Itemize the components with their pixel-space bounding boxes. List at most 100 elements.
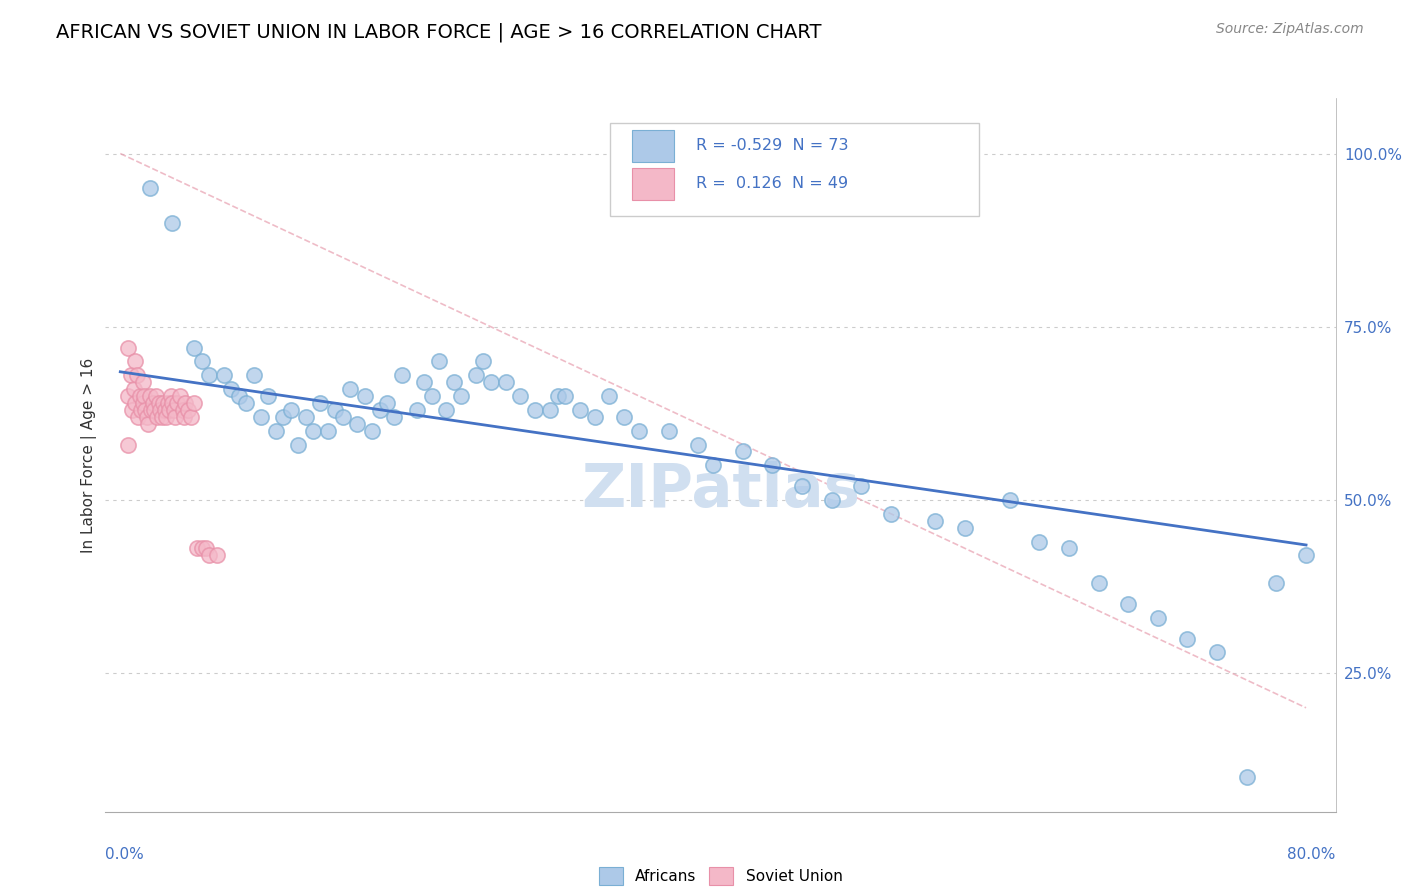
Point <box>125 368 148 383</box>
Point <box>122 382 145 396</box>
Text: 0.0%: 0.0% <box>105 847 145 863</box>
Point <box>613 409 636 424</box>
Point <box>160 396 183 410</box>
Point <box>205 549 228 563</box>
Point <box>427 354 450 368</box>
Point <box>495 375 517 389</box>
Point <box>420 389 443 403</box>
Point <box>191 354 214 368</box>
Point <box>339 382 361 396</box>
Point <box>479 375 502 389</box>
Text: Source: ZipAtlas.com: Source: ZipAtlas.com <box>1216 22 1364 37</box>
Text: AFRICAN VS SOVIET UNION IN LABOR FORCE | AGE > 16 CORRELATION CHART: AFRICAN VS SOVIET UNION IN LABOR FORCE |… <box>56 22 821 42</box>
Point <box>1206 645 1229 659</box>
Y-axis label: In Labor Force | Age > 16: In Labor Force | Age > 16 <box>82 358 97 552</box>
Point <box>132 389 155 403</box>
Point <box>127 409 149 424</box>
Point <box>139 181 162 195</box>
Point <box>465 368 488 383</box>
Point <box>235 396 257 410</box>
Point <box>141 403 163 417</box>
Point <box>117 389 139 403</box>
Point <box>1236 770 1258 784</box>
Point <box>302 424 325 438</box>
Point <box>294 409 316 424</box>
Point <box>264 424 287 438</box>
FancyBboxPatch shape <box>633 130 673 162</box>
Point <box>242 368 264 383</box>
Point <box>174 396 197 410</box>
Point <box>790 479 813 493</box>
Text: ZIPatlas: ZIPatlas <box>581 461 860 520</box>
Point <box>155 409 177 424</box>
Point <box>257 389 280 403</box>
Point <box>117 437 139 451</box>
Point <box>547 389 569 403</box>
Point <box>761 458 783 473</box>
Point <box>1265 576 1288 591</box>
Point <box>509 389 531 403</box>
Point <box>152 396 174 410</box>
Point <box>150 409 173 424</box>
Point <box>180 409 202 424</box>
Point <box>131 375 153 389</box>
Point <box>702 458 724 473</box>
Point <box>538 403 561 417</box>
Point <box>129 403 152 417</box>
Point <box>228 389 250 403</box>
Point <box>450 389 472 403</box>
Point <box>598 389 620 403</box>
Point <box>162 403 184 417</box>
FancyBboxPatch shape <box>610 123 979 216</box>
Point <box>361 424 384 438</box>
Point <box>250 409 273 424</box>
Point <box>658 424 681 438</box>
Point <box>731 444 754 458</box>
FancyBboxPatch shape <box>633 168 673 200</box>
Point <box>145 389 167 403</box>
Point <box>191 541 214 556</box>
Point <box>186 541 208 556</box>
Point <box>169 389 191 403</box>
Point <box>472 354 495 368</box>
Point <box>583 409 606 424</box>
Point <box>149 403 172 417</box>
Point <box>1146 611 1168 625</box>
Point <box>160 216 183 230</box>
Point <box>405 403 427 417</box>
Point <box>142 396 165 410</box>
Point <box>524 403 547 417</box>
Point <box>183 341 205 355</box>
Point <box>159 389 181 403</box>
Point <box>287 437 309 451</box>
Point <box>1087 576 1109 591</box>
Point <box>143 403 166 417</box>
Point <box>166 396 188 410</box>
Point <box>173 409 195 424</box>
Point <box>851 479 873 493</box>
Point <box>195 541 218 556</box>
Point <box>368 403 391 417</box>
Point <box>924 514 946 528</box>
Point <box>953 521 976 535</box>
Text: R =  0.126  N = 49: R = 0.126 N = 49 <box>696 177 848 191</box>
Point <box>568 403 591 417</box>
Point <box>1028 534 1050 549</box>
Point <box>554 389 576 403</box>
Text: 80.0%: 80.0% <box>1288 847 1336 863</box>
Point <box>212 368 235 383</box>
Point <box>323 403 346 417</box>
Point <box>1295 549 1317 563</box>
Point <box>134 403 156 417</box>
Point <box>332 409 354 424</box>
Point <box>1057 541 1080 556</box>
Point <box>273 409 295 424</box>
Point <box>688 437 710 451</box>
Point <box>628 424 651 438</box>
Point <box>128 389 150 403</box>
Point <box>139 389 162 403</box>
Point <box>880 507 903 521</box>
Point <box>384 409 406 424</box>
Point <box>316 424 339 438</box>
Point <box>346 417 368 431</box>
